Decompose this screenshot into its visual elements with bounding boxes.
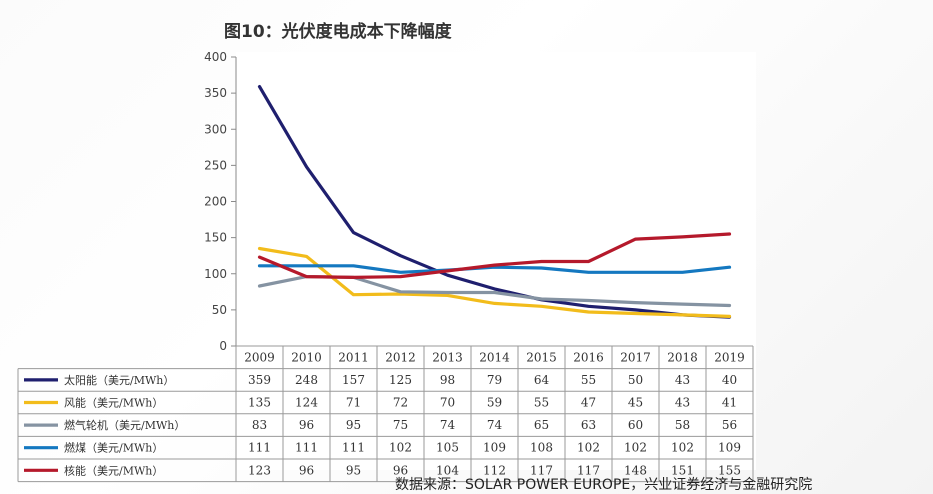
table-cell: 124 bbox=[295, 396, 318, 410]
data-table: 2009 2010 2011 2012 2013 2014 2015 2016 2017 2018… bbox=[17, 345, 754, 483]
table-cell: 50 bbox=[628, 373, 643, 387]
table-cell: 95 bbox=[346, 463, 361, 477]
series-line-0 bbox=[257, 84, 732, 319]
table-cell: 74 bbox=[440, 418, 456, 432]
table-cell: 72 bbox=[393, 396, 408, 410]
series-line-3 bbox=[257, 264, 732, 274]
table-cell: 112 bbox=[483, 463, 506, 477]
legend-label-1: 风能（美元/MWh） bbox=[64, 396, 163, 410]
series-line-4 bbox=[257, 232, 732, 279]
x-category-label: 2012 bbox=[385, 350, 416, 364]
legend-label-2: 燃气轮机（美元/MWh） bbox=[64, 418, 185, 432]
series-line-1 bbox=[257, 246, 732, 318]
table-cell: 96 bbox=[393, 463, 408, 477]
table-cell: 155 bbox=[718, 463, 741, 477]
table-cell: 47 bbox=[581, 396, 596, 410]
table-cell: 102 bbox=[624, 441, 647, 455]
x-category-label: 2011 bbox=[338, 350, 369, 364]
table-cell: 96 bbox=[299, 463, 314, 477]
chart-title: 图10：光伏度电成本下降幅度 bbox=[224, 22, 452, 42]
table-cell: 151 bbox=[671, 463, 694, 477]
table-cell: 70 bbox=[440, 396, 455, 410]
table-cell: 96 bbox=[299, 418, 314, 432]
y-axis: 0 50 100 150 200 250 300 350 400 bbox=[204, 50, 237, 353]
table-cell: 102 bbox=[389, 441, 412, 455]
table-cell: 102 bbox=[577, 441, 600, 455]
x-category-label: 2009 bbox=[244, 350, 275, 364]
table-cell: 135 bbox=[248, 396, 271, 410]
y-tick-label: 350 bbox=[204, 86, 227, 100]
table-cell: 60 bbox=[628, 418, 643, 432]
table-cell: 105 bbox=[436, 441, 459, 455]
table-cell: 111 bbox=[295, 441, 318, 455]
table-cell: 75 bbox=[393, 418, 408, 432]
table-cell: 117 bbox=[577, 463, 600, 477]
table-cell: 59 bbox=[487, 396, 502, 410]
table-cell: 65 bbox=[534, 418, 549, 432]
legend-label-0: 太阳能（美元/MWh） bbox=[64, 373, 174, 387]
table-cell: 71 bbox=[346, 396, 361, 410]
plot-background bbox=[236, 52, 756, 470]
table-cell: 108 bbox=[530, 441, 553, 455]
series-lines bbox=[257, 84, 732, 319]
x-category-label: 2017 bbox=[620, 350, 651, 364]
table-cell: 64 bbox=[534, 373, 550, 387]
table-cell: 43 bbox=[675, 396, 690, 410]
table-cell: 102 bbox=[671, 441, 694, 455]
table-cell: 55 bbox=[581, 373, 596, 387]
table-cell: 148 bbox=[624, 463, 647, 477]
table-cell: 43 bbox=[675, 373, 690, 387]
x-category-label: 2016 bbox=[573, 350, 604, 364]
table-cell: 111 bbox=[342, 441, 365, 455]
table-cell: 123 bbox=[248, 463, 271, 477]
table-cell: 63 bbox=[581, 418, 596, 432]
table-cell: 104 bbox=[436, 463, 459, 477]
x-category-label: 2015 bbox=[526, 350, 557, 364]
table-cell: 45 bbox=[628, 396, 643, 410]
table-cell: 109 bbox=[483, 441, 506, 455]
table-cell: 98 bbox=[440, 373, 455, 387]
y-tick-label: 50 bbox=[212, 303, 227, 317]
table-cell: 40 bbox=[722, 373, 737, 387]
table-cell: 55 bbox=[534, 396, 549, 410]
table-cell: 117 bbox=[530, 463, 553, 477]
x-category-label: 2014 bbox=[479, 350, 510, 364]
y-tick-label: 400 bbox=[204, 50, 227, 64]
table-cell: 157 bbox=[342, 373, 365, 387]
source-note: 数据来源：SOLAR POWER EUROPE，兴业证券经济与金融研究院 bbox=[395, 477, 813, 493]
y-tick-label: 250 bbox=[204, 158, 227, 172]
legend-label-3: 燃煤（美元/MWh） bbox=[64, 441, 163, 455]
legend-label-4: 核能（美元/MWh） bbox=[64, 463, 163, 477]
y-tick-label: 150 bbox=[204, 231, 227, 245]
table-cell: 359 bbox=[248, 373, 271, 387]
table-cell: 95 bbox=[346, 418, 361, 432]
x-category-label: 2018 bbox=[667, 350, 698, 364]
y-tick-label: 100 bbox=[204, 267, 227, 281]
table-cell: 79 bbox=[487, 373, 502, 387]
x-category-label: 2019 bbox=[714, 350, 745, 364]
x-category-label: 2010 bbox=[291, 350, 322, 364]
y-tick-label: 0 bbox=[219, 339, 227, 353]
table-cell: 109 bbox=[718, 441, 741, 455]
table-cell: 56 bbox=[722, 418, 737, 432]
table-cell: 74 bbox=[487, 418, 503, 432]
table-cell: 125 bbox=[389, 373, 412, 387]
y-tick-label: 300 bbox=[204, 122, 227, 136]
table-cell: 58 bbox=[675, 418, 690, 432]
table-cell: 83 bbox=[252, 418, 267, 432]
table-cell: 41 bbox=[722, 396, 737, 410]
table-cell: 248 bbox=[295, 373, 318, 387]
x-category-label: 2013 bbox=[432, 350, 463, 364]
y-tick-label: 200 bbox=[204, 195, 227, 209]
table-cell: 111 bbox=[248, 441, 271, 455]
